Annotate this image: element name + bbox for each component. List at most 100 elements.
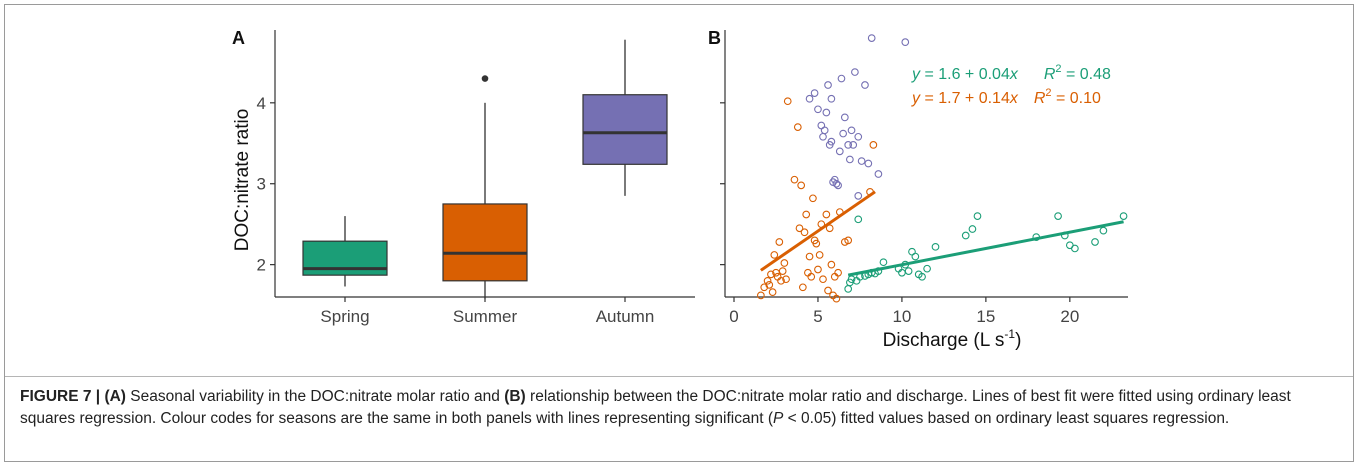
figure-caption: FIGURE 7 | (A) Seasonal variability in t… bbox=[20, 386, 1338, 430]
autumn-point bbox=[864, 159, 873, 168]
summer-equation: y = 1.7 + 0.14x R2 = 0.10 bbox=[911, 87, 1101, 107]
autumn-point bbox=[844, 141, 853, 149]
spring-point bbox=[918, 272, 926, 281]
autumn-point bbox=[846, 155, 854, 164]
summer-point bbox=[802, 210, 811, 219]
summer-point bbox=[824, 286, 832, 295]
summer-point bbox=[798, 283, 807, 292]
spring-point bbox=[923, 264, 931, 273]
summer-point bbox=[844, 236, 853, 245]
panel-a: A DOC:nitrate ratio 2 3 4 Spring Summer Autum… bbox=[232, 28, 695, 326]
summer-point bbox=[757, 291, 765, 300]
autumn-point bbox=[849, 141, 858, 149]
panel-a-y-tick-label: 3 bbox=[257, 175, 266, 194]
spring-eq-r2-value: = 0.48 bbox=[1062, 66, 1111, 83]
spring-point bbox=[879, 258, 888, 267]
spring-eq-y: y bbox=[911, 66, 921, 83]
autumn-point bbox=[854, 132, 863, 141]
autumn-point bbox=[814, 105, 822, 114]
autumn-point bbox=[827, 137, 836, 146]
spring-point bbox=[911, 252, 920, 261]
panel-a-y-axis-title: DOC:nitrate ratio bbox=[232, 109, 253, 252]
panel-b-x-axis-title-main: Discharge (L s bbox=[883, 330, 1005, 351]
summer-point bbox=[782, 275, 790, 284]
panel-b-x-axis-title-suffix: ) bbox=[1015, 330, 1021, 351]
autumn-point bbox=[830, 175, 839, 184]
panel-a-x-tick-label: Summer bbox=[453, 307, 518, 326]
caption-text-2: relationship between the DOC:nitrate mol… bbox=[20, 388, 1291, 427]
spring-point bbox=[904, 267, 913, 275]
panel-a-y-tick-label: 2 bbox=[257, 256, 266, 275]
spring-point bbox=[968, 225, 977, 233]
caption-a-ref: (A) bbox=[104, 388, 126, 405]
summer-eq-y: y bbox=[911, 90, 921, 107]
summer-point bbox=[777, 276, 785, 285]
caption-p-symbol: P bbox=[773, 410, 784, 427]
autumn-point bbox=[839, 129, 847, 138]
caption-divider bbox=[5, 376, 1353, 377]
summer-eq-r2-label: R bbox=[1034, 90, 1046, 107]
autumn-point bbox=[867, 34, 876, 42]
panel-b-fit-lines bbox=[760, 190, 1124, 277]
summer-point bbox=[783, 97, 792, 106]
autumn-point bbox=[847, 126, 856, 135]
spring-point bbox=[844, 285, 853, 293]
autumn-point bbox=[822, 108, 831, 117]
autumn-point bbox=[819, 132, 827, 141]
autumn-point bbox=[827, 94, 836, 103]
caption-text-3: < 0.05) fitted values based on ordinary … bbox=[783, 410, 1230, 427]
spring-point bbox=[1099, 226, 1108, 235]
spring-eq-r2-sup: 2 bbox=[1055, 63, 1061, 75]
spring-fit-line bbox=[847, 220, 1124, 277]
summer-point bbox=[768, 288, 777, 296]
spring-equation: y = 1.6 + 0.04x R2 = 0.48 bbox=[911, 63, 1111, 83]
summer-point bbox=[800, 228, 809, 237]
autumn-point bbox=[832, 179, 841, 188]
summer-eq-r2-sup: 2 bbox=[1045, 87, 1051, 99]
spring-point bbox=[1091, 238, 1099, 246]
panel-b-x-tick-label: 10 bbox=[892, 307, 911, 326]
panel-a-x-tick-label: Autumn bbox=[596, 307, 655, 326]
spring-point bbox=[973, 212, 982, 220]
summer-point bbox=[767, 270, 775, 279]
summer-point bbox=[793, 123, 802, 131]
box-summer bbox=[442, 203, 528, 282]
autumn-point bbox=[861, 81, 869, 89]
summer-eq-lhs: = 1.7 + 0.14 bbox=[920, 90, 1010, 107]
box-autumn bbox=[582, 94, 668, 165]
summer-point bbox=[765, 281, 774, 289]
spring-point bbox=[1119, 212, 1128, 220]
panel-b-axes: 0 5 10 15 20 bbox=[720, 30, 1128, 326]
summer-point bbox=[763, 276, 772, 285]
autumn-point bbox=[824, 81, 832, 89]
panel-a-axes: 2 3 4 Spring Summer Autumn bbox=[257, 30, 695, 326]
autumn-point bbox=[837, 74, 846, 83]
panel-b-x-tick-label: 0 bbox=[729, 307, 738, 326]
figure-canvas: A DOC:nitrate ratio 2 3 4 Spring Summer Autum… bbox=[232, 28, 1128, 351]
panel-a-y-tick-label: 4 bbox=[257, 94, 266, 113]
spring-eq-lhs: = 1.6 + 0.04 bbox=[920, 66, 1010, 83]
spring-point bbox=[854, 215, 863, 224]
autumn-point bbox=[840, 113, 849, 122]
panel-b-x-tick-label: 15 bbox=[976, 307, 995, 326]
panel-b-x-axis-title: Discharge (L s-1) bbox=[883, 327, 1022, 351]
autumn-point bbox=[810, 89, 819, 97]
caption-figure-label: FIGURE 7 | bbox=[20, 388, 101, 405]
summer-point bbox=[790, 175, 799, 184]
panel-b-letter: B bbox=[708, 28, 721, 48]
panel-b-x-axis-title-sup: -1 bbox=[1004, 327, 1015, 341]
panel-a-x-tick-label: Spring bbox=[320, 307, 369, 326]
spring-eq-x: x bbox=[1009, 66, 1019, 83]
spring-eq-r2-label: R bbox=[1044, 66, 1056, 83]
autumn-point bbox=[901, 38, 910, 46]
summer-point bbox=[832, 294, 841, 303]
summer-point bbox=[780, 259, 789, 267]
panel-b-x-tick-label: 20 bbox=[1060, 307, 1079, 326]
summer-point bbox=[812, 239, 821, 248]
autumn-point bbox=[851, 68, 859, 76]
summer-point bbox=[825, 224, 834, 233]
summer-eq-r2-value: = 0.10 bbox=[1052, 90, 1101, 107]
summer-point bbox=[822, 210, 831, 219]
summer-point bbox=[809, 194, 817, 203]
autumn-point bbox=[820, 126, 829, 135]
